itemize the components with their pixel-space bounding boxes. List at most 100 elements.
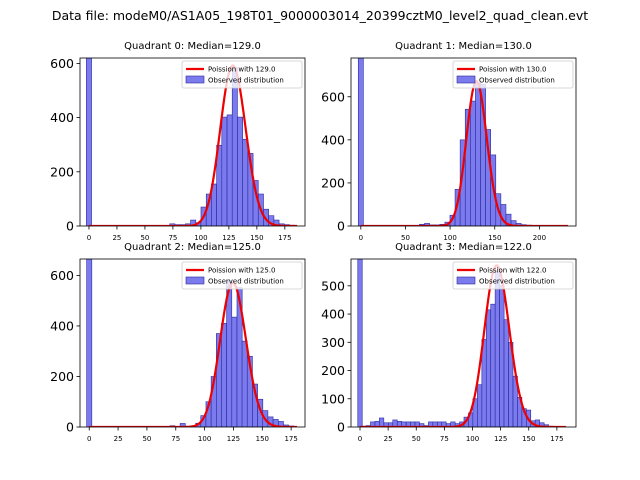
y-tick-label: 200	[50, 164, 74, 179]
poisson-curve	[89, 281, 297, 427]
quadrant-1-panel: 0 50 100 150 200 0 200 400 600 Quadrant 1: Median…	[321, 41, 577, 242]
quadrant-1-legend: Poission with 130.0 Observed distribution	[452, 60, 574, 89]
x-tick-label: 50	[401, 234, 410, 242]
legend-bar-swatch	[456, 75, 476, 84]
histogram-bar-zero	[357, 58, 364, 226]
x-tick-label: 75	[171, 435, 180, 443]
quadrant-3-legend: Poission with 122.0 Observed distribution	[452, 261, 574, 290]
legend-bar-swatch	[185, 276, 205, 285]
quadrant-0-axes-frame	[79, 57, 306, 227]
figure-title: Data file: modeM0/AS1A05_198T01_90000030…	[51, 8, 589, 23]
legend-box	[181, 60, 303, 89]
quadrant-2-axes-frame	[79, 258, 306, 428]
histogram-bar	[273, 219, 280, 226]
legend-box	[181, 261, 303, 290]
histogram-bar	[241, 340, 248, 427]
poisson-curve	[360, 80, 568, 226]
y-tick-label: 200	[50, 369, 74, 384]
quadrant-0-plot-area	[86, 58, 298, 226]
legend-bar-label: Observed distribution	[479, 278, 555, 286]
x-tick-label: 25	[384, 435, 393, 443]
y-tick-label: 500	[321, 278, 345, 293]
y-tick-label: 400	[50, 318, 74, 333]
x-tick-label: 50	[412, 435, 421, 443]
histogram-bar	[237, 116, 243, 226]
y-tick-label: 0	[66, 219, 74, 234]
x-tick-label: 150	[250, 234, 263, 242]
legend-bar-swatch	[185, 75, 205, 84]
x-tick-label: 175	[278, 234, 291, 242]
histogram-bar	[231, 316, 238, 427]
x-tick-label: 50	[140, 234, 149, 242]
quadrant-0-legend: Poission with 129.0 Observed distribution	[181, 60, 303, 89]
quadrant-0-title: Quadrant 0: Median=129.0	[124, 41, 261, 52]
quadrant-1-axes-frame	[350, 57, 577, 227]
legend-curve-label: Poission with 125.0	[208, 267, 276, 275]
x-tick-label: 175	[284, 435, 297, 443]
x-tick-label: 0	[87, 234, 91, 242]
histogram-bar	[277, 421, 284, 427]
y-tick-label: 100	[321, 391, 345, 406]
y-tick-label: 600	[50, 268, 74, 283]
quadrant-1-plot-area	[357, 58, 568, 226]
legend-box	[452, 261, 574, 290]
histogram-bar	[221, 323, 227, 427]
quadrant-3-title: Quadrant 3: Median=122.0	[395, 242, 532, 253]
y-tick-label: 0	[337, 219, 345, 234]
y-tick-label: 200	[321, 175, 345, 190]
quadrant-3-axes-frame	[350, 258, 577, 428]
histogram-bar	[242, 138, 249, 226]
y-tick-label: 400	[321, 307, 345, 322]
histogram-bar	[503, 319, 509, 427]
x-tick-label: 75	[168, 234, 177, 242]
histogram-bar	[490, 303, 496, 427]
x-tick-label: 200	[533, 234, 546, 242]
x-tick-label: 100	[466, 435, 479, 443]
histogram-bar	[499, 284, 505, 427]
legend-curve-label: Poission with 130.0	[479, 66, 547, 74]
x-tick-label: 25	[112, 234, 121, 242]
histogram-bar	[226, 114, 233, 226]
y-tick-label: 0	[66, 420, 74, 435]
x-tick-label: 75	[440, 435, 449, 443]
poisson-curve	[88, 64, 298, 226]
legend-curve-label: Poission with 122.0	[479, 267, 547, 275]
x-tick-label: 150	[256, 435, 269, 443]
quadrant-2-panel: 0 25 50 75 100 125 150 175 0 200 400 600 Quadrant 2:…	[50, 242, 306, 443]
histogram-bar-zero	[86, 58, 92, 226]
x-tick-label: 0	[358, 435, 362, 443]
legend-bar-label: Observed distribution	[208, 77, 284, 85]
quadrant-1-title: Quadrant 1: Median=130.0	[395, 41, 532, 52]
histogram-bar-zero	[86, 259, 93, 427]
poisson-curve	[360, 264, 566, 427]
histogram-bar	[470, 100, 476, 226]
legend-bar-swatch	[456, 276, 476, 285]
x-tick-label: 100	[194, 234, 207, 242]
x-tick-label: 0	[87, 435, 91, 443]
x-tick-label: 100	[443, 234, 456, 242]
histogram-bar	[379, 417, 385, 427]
x-tick-label: 125	[227, 435, 240, 443]
legend-curve-label: Poission with 129.0	[208, 66, 276, 74]
y-tick-label: 200	[321, 363, 345, 378]
histogram-bar	[477, 384, 483, 427]
y-tick-label: 600	[50, 56, 74, 71]
y-tick-label: 400	[321, 132, 345, 147]
x-tick-label: 125	[222, 234, 235, 242]
x-tick-label: 175	[550, 435, 563, 443]
quadrant-3-panel: 0 25 50 75 100 125 150 175 0 100 200 300 400 500 Quadr…	[321, 242, 577, 443]
legend-box	[452, 60, 574, 89]
histogram-bar	[485, 309, 492, 427]
x-tick-label: 50	[142, 435, 151, 443]
quadrant-2-legend: Poission with 125.0 Observed distribution	[181, 261, 303, 290]
legend-bar-label: Observed distribution	[479, 77, 555, 85]
y-tick-label: 600	[321, 89, 345, 104]
quadrant-3-plot-area	[357, 259, 566, 427]
quadrant-0-panel: 0 25 50 75 100 125 150 175 0 200 400 600 Quadrant 0:…	[50, 41, 306, 242]
x-tick-label: 0	[359, 234, 363, 242]
histogram-bar	[475, 82, 481, 226]
quadrant-2-title: Quadrant 2: Median=125.0	[124, 242, 261, 253]
legend-bar-label: Observed distribution	[208, 278, 284, 286]
x-tick-label: 150	[488, 234, 501, 242]
